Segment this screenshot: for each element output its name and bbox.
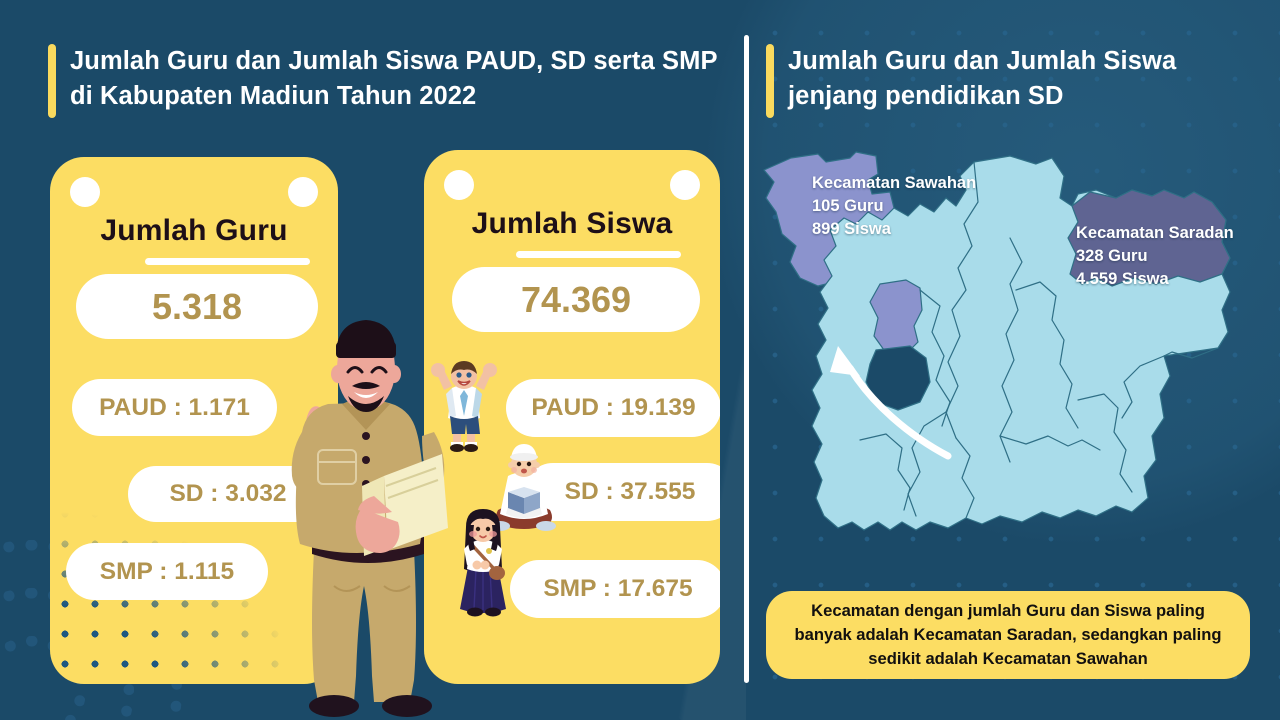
map-district-saradan	[1067, 189, 1231, 287]
card-hole-left-icon	[70, 177, 100, 207]
map-label-sawahan-siswa: 899 Siswa	[812, 220, 891, 238]
student-girl-illustration-icon	[450, 505, 516, 621]
right-title-text: Jumlah Guru dan Jumlah Siswa jenjang pen…	[788, 47, 1177, 110]
title-accent-bar	[766, 44, 774, 118]
student-boy-illustration-icon	[428, 356, 500, 452]
map-label-saradan-guru: 328 Guru	[1076, 247, 1148, 265]
map-caption-text: Kecamatan dengan jumlah Guru dan Siswa p…	[794, 601, 1222, 668]
left-title-block: Jumlah Guru dan Jumlah Siswa PAUD, SD se…	[48, 44, 728, 118]
map-caption-box: Kecamatan dengan jumlah Guru dan Siswa p…	[766, 591, 1250, 679]
map-label-saradan-siswa: 4.559 Siswa	[1076, 270, 1169, 288]
total-siswa-value: 74.369	[452, 267, 700, 332]
map-label-sawahan: Kecamatan Sawahan 105 Guru 899 Siswa	[812, 172, 976, 241]
madiun-regency-map	[760, 150, 1272, 570]
total-guru-value: 5.318	[76, 274, 318, 339]
stat-card-guru: Jumlah Guru 5.318 PAUD : 1.171 SD : 3.03…	[50, 157, 338, 684]
left-title-text: Jumlah Guru dan Jumlah Siswa PAUD, SD se…	[70, 47, 718, 110]
map-label-saradan: Kecamatan Saradan 328 Guru 4.559 Siswa	[1076, 222, 1234, 291]
vertical-divider	[744, 35, 749, 683]
card-hole-left-icon	[444, 170, 474, 200]
guru-smp-pill: SMP : 1.115	[66, 543, 268, 600]
card-title-guru: Jumlah Guru	[100, 214, 288, 247]
guru-paud-pill: PAUD : 1.171	[72, 379, 277, 436]
map-callout-arrow	[846, 364, 952, 460]
right-title-block: Jumlah Guru dan Jumlah Siswa jenjang pen…	[766, 44, 1246, 118]
map-label-saradan-name: Kecamatan Saradan	[1076, 224, 1234, 242]
card-title-siswa: Jumlah Siswa	[471, 207, 673, 240]
siswa-sd-pill: SD : 37.555	[524, 463, 720, 521]
teacher-illustration-icon	[256, 300, 476, 720]
map-label-sawahan-name: Kecamatan Sawahan	[812, 174, 977, 192]
card-title-underline	[145, 258, 310, 265]
map-label-sawahan-guru: 105 Guru	[812, 197, 884, 215]
map-callout-arrowhead	[830, 346, 860, 376]
card-title-underline	[516, 251, 681, 258]
card-hole-right-icon	[670, 170, 700, 200]
title-accent-bar	[48, 44, 56, 118]
map-district-dark	[865, 345, 931, 411]
siswa-paud-pill: PAUD : 19.139	[506, 379, 720, 437]
card-hole-right-icon	[288, 177, 318, 207]
siswa-smp-pill: SMP : 17.675	[510, 560, 720, 618]
